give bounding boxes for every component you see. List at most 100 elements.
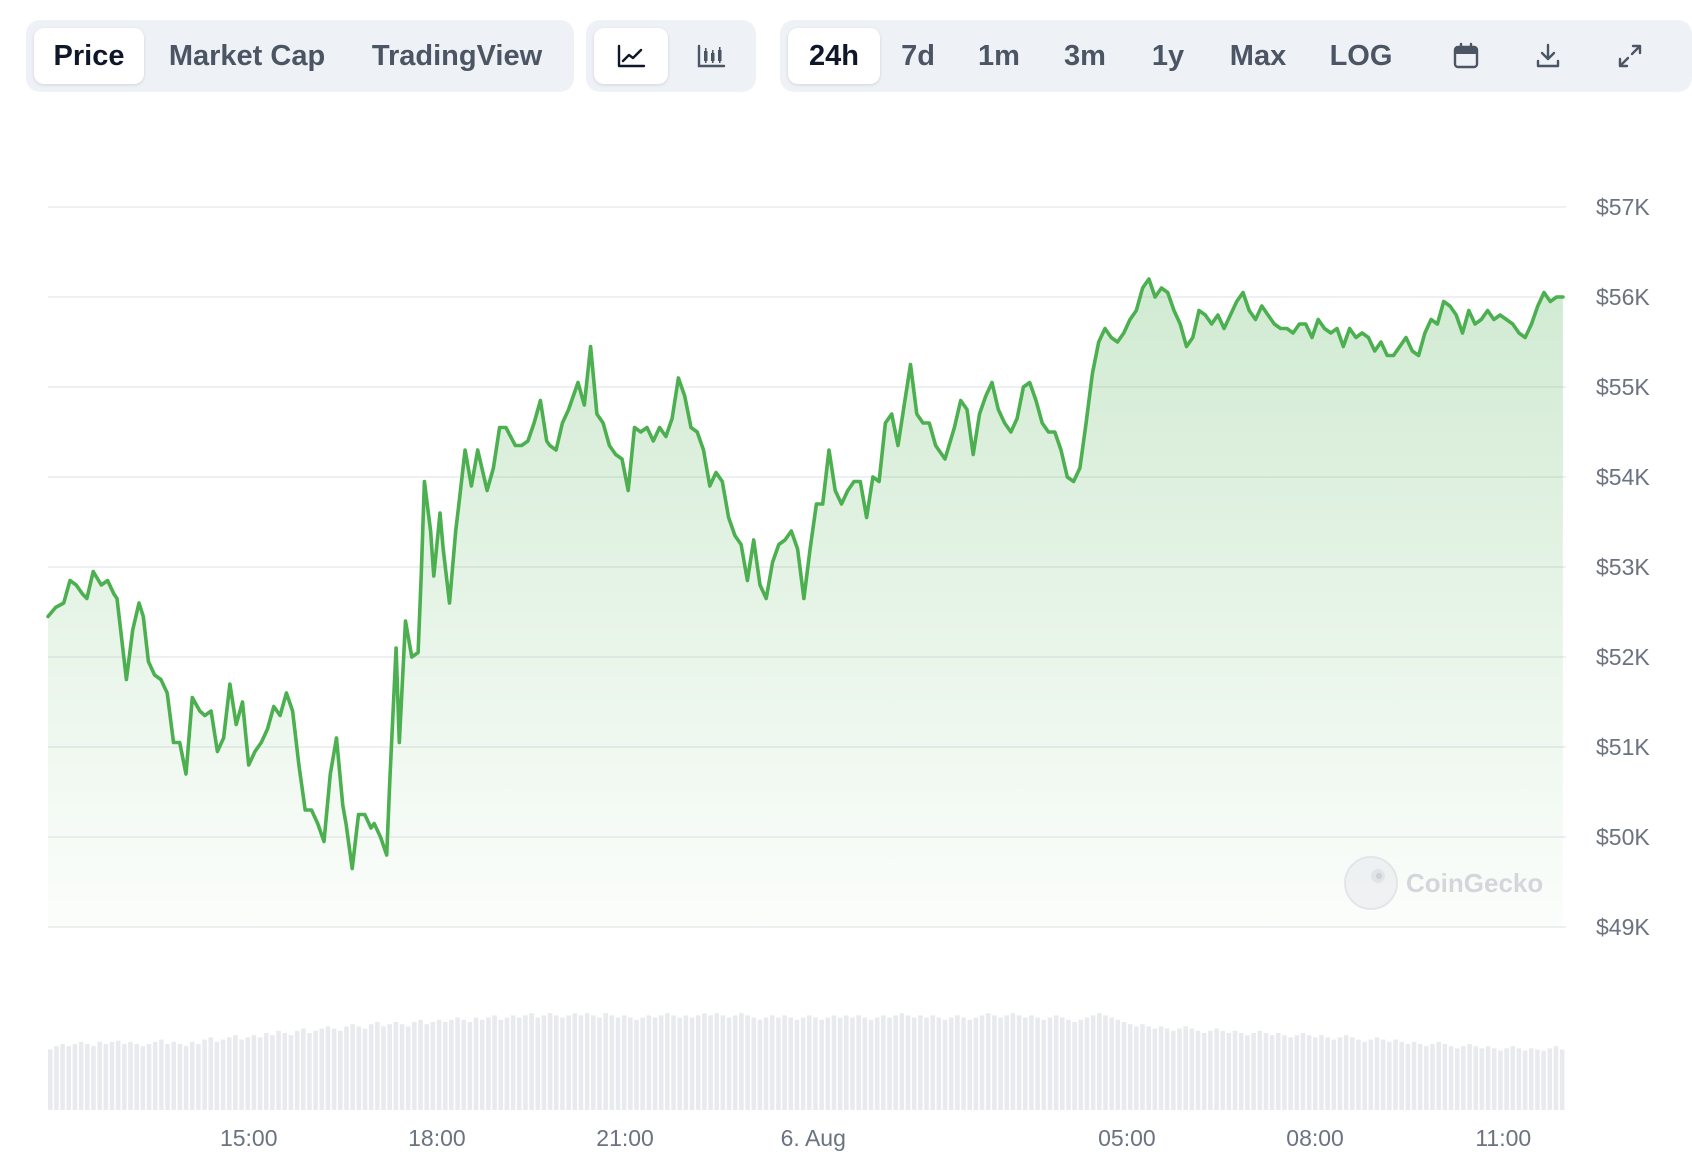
x-tick-label: 6. Aug — [781, 1125, 846, 1151]
volume-bar — [498, 1019, 504, 1110]
x-tick-label: 18:00 — [408, 1125, 466, 1151]
volume-bar — [375, 1022, 380, 1110]
volume-bar — [1066, 1019, 1071, 1110]
volume-bar — [1473, 1046, 1479, 1110]
volume-bar — [1331, 1039, 1337, 1110]
volume-bar — [1411, 1041, 1417, 1110]
volume-bars — [48, 1013, 1565, 1110]
coingecko-watermark: CoinGecko — [1344, 856, 1543, 910]
volume-bar — [270, 1035, 275, 1110]
volume-bar — [874, 1017, 880, 1110]
volume-bar — [1263, 1033, 1269, 1110]
volume-bar — [1041, 1019, 1047, 1110]
volume-bar — [214, 1041, 220, 1110]
tab-market-cap[interactable]: Market Cap — [168, 39, 326, 72]
volume-bar — [263, 1033, 269, 1110]
volume-bar — [1257, 1030, 1263, 1110]
y-tick-label: $52K — [1596, 644, 1650, 670]
volume-bar — [1288, 1037, 1293, 1110]
volume-bar — [554, 1015, 559, 1110]
volume-bar — [1380, 1039, 1386, 1110]
line-chart-button[interactable] — [594, 28, 668, 84]
volume-bar — [66, 1046, 72, 1110]
volume-bar — [1325, 1037, 1330, 1110]
volume-bar — [1306, 1035, 1312, 1110]
volume-bar — [911, 1017, 917, 1110]
volume-bar — [393, 1022, 399, 1110]
volume-bar — [159, 1039, 164, 1110]
range-24h[interactable]: 24h — [788, 28, 880, 84]
volume-bar — [794, 1019, 800, 1110]
date-range-button[interactable] — [1430, 28, 1502, 84]
volume-bar — [560, 1017, 565, 1110]
volume-bar — [1097, 1013, 1102, 1110]
price-line — [46, 277, 1565, 871]
volume-bar — [1238, 1033, 1244, 1110]
y-axis-labels: $57K $56K $55K $54K $53K $52K $51K $50K $49K — [1596, 194, 1650, 940]
volume-bar — [1485, 1046, 1491, 1110]
volume-bar — [226, 1037, 232, 1110]
volume-bar — [1269, 1035, 1275, 1110]
volume-bar — [646, 1015, 652, 1110]
volume-bar — [905, 1015, 911, 1110]
y-tick-label: $53K — [1596, 554, 1650, 580]
volume-bar — [831, 1015, 837, 1110]
volume-bar — [628, 1017, 633, 1110]
range-7d[interactable]: 7d — [901, 39, 935, 72]
volume-bar — [115, 1040, 121, 1110]
range-1m[interactable]: 1m — [978, 39, 1020, 72]
tab-price[interactable]: Price — [34, 28, 144, 84]
volume-bar — [368, 1024, 374, 1110]
log-scale-button[interactable]: LOG — [1329, 39, 1393, 72]
volume-bar — [1245, 1035, 1250, 1110]
coingecko-logo-icon — [1344, 856, 1398, 910]
volume-bar — [418, 1019, 423, 1110]
volume-bar — [455, 1017, 460, 1110]
volume-bar — [1177, 1028, 1182, 1110]
volume-bar — [196, 1044, 201, 1110]
volume-bar — [239, 1039, 244, 1110]
volume-bar — [251, 1035, 257, 1110]
volume-bar — [918, 1015, 923, 1110]
volume-bar — [473, 1017, 479, 1110]
volume-bar — [1171, 1030, 1176, 1110]
range-3m[interactable]: 3m — [1064, 39, 1106, 72]
volume-bar — [1053, 1015, 1059, 1110]
volume-bar — [547, 1013, 553, 1110]
volume-bar — [621, 1015, 627, 1110]
volume-bar — [331, 1028, 337, 1110]
volume-bar — [523, 1015, 528, 1110]
volume-bar — [1350, 1037, 1355, 1110]
range-max[interactable]: Max — [1229, 39, 1287, 72]
volume-bar — [1491, 1048, 1497, 1110]
volume-bar — [91, 1046, 96, 1110]
volume-bar — [220, 1039, 226, 1110]
volume-bar — [1387, 1041, 1392, 1110]
volume-bar — [399, 1024, 405, 1110]
volume-bar — [665, 1013, 670, 1110]
fullscreen-button[interactable] — [1594, 28, 1666, 84]
volume-bar — [1060, 1017, 1065, 1110]
volume-bar — [714, 1013, 720, 1110]
volume-bar — [60, 1044, 65, 1110]
tab-tradingview[interactable]: TradingView — [371, 39, 543, 72]
volume-bar — [381, 1026, 386, 1110]
volume-bar — [819, 1019, 824, 1110]
volume-bar — [1436, 1041, 1441, 1110]
candlestick-chart-button[interactable] — [674, 28, 748, 84]
range-1y[interactable]: 1y — [1151, 39, 1185, 72]
volume-bar — [979, 1015, 985, 1110]
x-tick-label: 08:00 — [1286, 1125, 1344, 1151]
volume-bar — [992, 1015, 997, 1110]
volume-bar — [189, 1041, 195, 1110]
volume-bar — [967, 1019, 973, 1110]
volume-bar — [825, 1017, 831, 1110]
download-button[interactable] — [1512, 28, 1584, 84]
volume-bar — [1300, 1033, 1306, 1110]
y-tick-label: $49K — [1596, 914, 1650, 940]
volume-bar — [467, 1022, 473, 1110]
expand-icon — [1616, 42, 1644, 70]
volume-bar — [146, 1044, 152, 1110]
volume-bar — [276, 1030, 281, 1110]
